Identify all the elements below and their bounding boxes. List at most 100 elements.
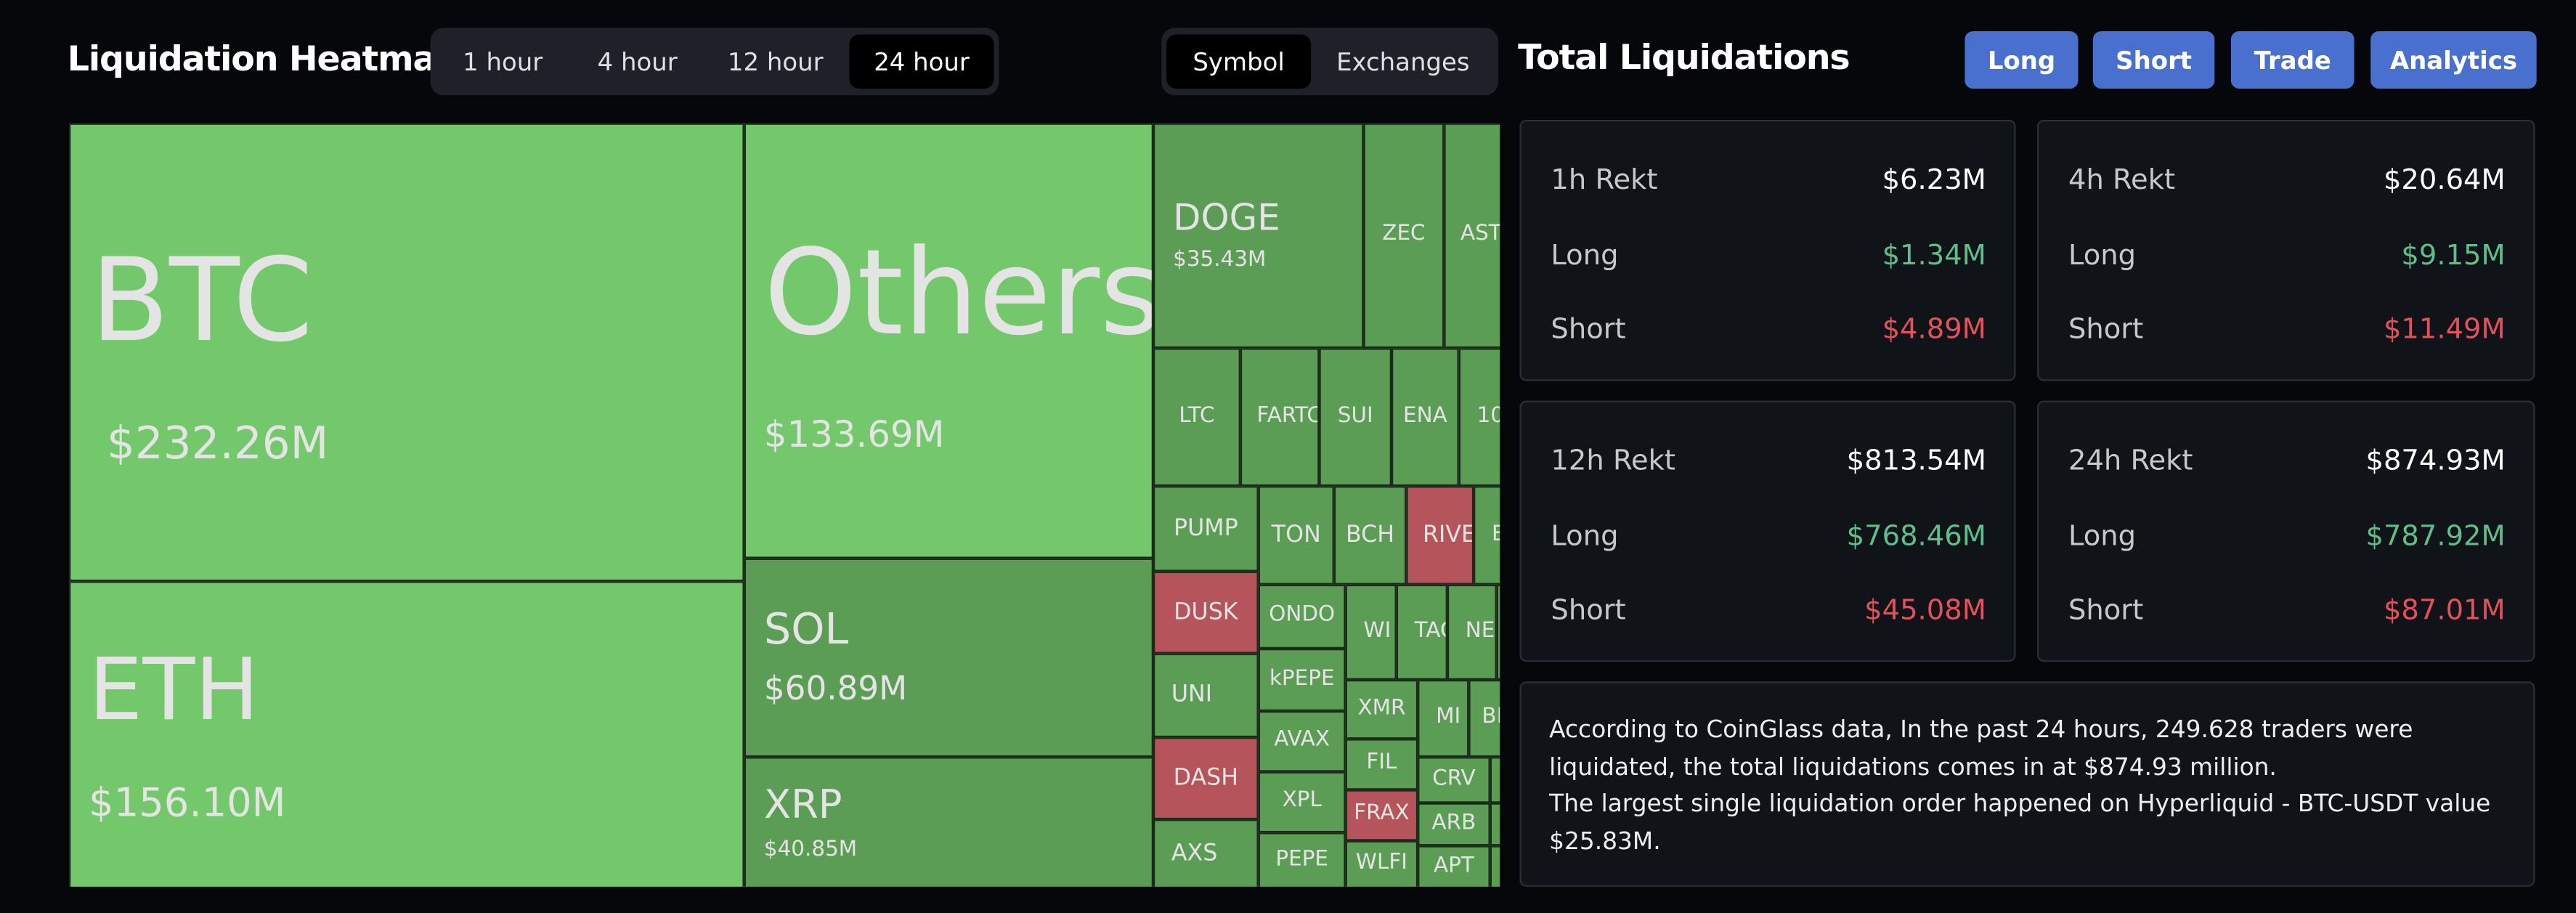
heatmap-tile[interactable]: XRP $40.85M xyxy=(744,757,1153,887)
tile-sliver xyxy=(1490,757,1500,803)
heatmap-tile[interactable]: NE xyxy=(1447,584,1497,680)
heatmap-tile[interactable]: ONDO xyxy=(1258,584,1346,649)
view-tab[interactable]: Symbol xyxy=(1166,34,1312,89)
card-row: Long $9.15M xyxy=(2068,240,2506,272)
row-label: Short xyxy=(2068,313,2144,347)
row-value: $1.34M xyxy=(1882,240,1986,273)
heatmap-tile[interactable]: SOL $60.89M xyxy=(744,558,1153,758)
tile-name: DOGE xyxy=(1173,198,1280,240)
tile-name: SUI xyxy=(1337,403,1373,429)
stat-card: 24h Rekt $874.93M Long $787.92M Short $87.01M xyxy=(2037,400,2535,662)
summary-box: According to CoinGlass data, In the past… xyxy=(1519,681,2535,887)
heatmap-tile[interactable]: FIL xyxy=(1345,739,1418,790)
heatmap-tile[interactable]: TON xyxy=(1258,486,1334,585)
heatmap-tile[interactable]: UNI xyxy=(1153,653,1259,738)
heatmap-tile[interactable]: DASH xyxy=(1153,737,1259,820)
tile-value: $133.69M xyxy=(763,415,945,456)
heatmap-tile[interactable]: RIVE xyxy=(1406,486,1474,585)
heatmap-tile[interactable]: PUMP xyxy=(1153,486,1259,572)
heatmap-tile[interactable]: WLFI xyxy=(1345,840,1418,887)
heatmap-tile[interactable]: PEPE xyxy=(1258,832,1346,887)
tile-name: ETH xyxy=(89,641,259,741)
heatmap-tile[interactable]: Others $133.69M xyxy=(744,123,1153,559)
tile-name: DUSK xyxy=(1174,599,1238,626)
tile-name: SOL xyxy=(763,605,849,655)
heatmap-tile[interactable]: BTC $232.26M xyxy=(69,123,744,582)
heatmap-tile[interactable]: TAC xyxy=(1396,584,1447,680)
heatmap-tile[interactable]: AST xyxy=(1444,123,1500,349)
stat-card: 12h Rekt $813.54M Long $768.46M Short $45.08M xyxy=(1519,400,2016,662)
heatmap-tile[interactable]: WI xyxy=(1345,584,1397,680)
heatmap-tile[interactable]: E xyxy=(1474,486,1500,585)
heatmap-title: Liquidation Heatmap xyxy=(67,39,460,79)
heatmap-tile[interactable]: XPL xyxy=(1258,771,1346,833)
card-title: 12h Rekt xyxy=(1551,445,1675,478)
heatmap-tile[interactable]: ETH $156.10M xyxy=(69,581,744,887)
heatmap-tile[interactable]: MI xyxy=(1418,679,1469,758)
heatmap-tile[interactable]: 10 xyxy=(1458,348,1500,487)
heatmap-tile[interactable]: DOGE $35.43M xyxy=(1153,123,1364,349)
tile-name: UNI xyxy=(1171,682,1213,709)
action-button[interactable]: Short xyxy=(2092,31,2215,89)
card-row: Short $4.89M xyxy=(1551,314,1986,346)
tile-name: AST xyxy=(1460,222,1500,247)
card-row: Short $87.01M xyxy=(2068,594,2506,627)
heatmap-tile[interactable]: AVAX xyxy=(1258,710,1346,772)
tile-name: AXS xyxy=(1171,840,1218,867)
heatmap-tile[interactable]: ENA xyxy=(1391,348,1459,487)
heatmap-tile[interactable]: AXS xyxy=(1153,819,1259,887)
row-value: $11.49M xyxy=(2383,313,2506,347)
tile-name: TAC xyxy=(1414,618,1446,644)
action-button[interactable]: Trade xyxy=(2230,31,2354,89)
summary-line: The largest single liquidation order hap… xyxy=(1549,791,2491,855)
tile-name: BCH xyxy=(1346,522,1395,549)
tile-name: FARTC xyxy=(1256,403,1320,429)
heatmap-tile[interactable]: ZEC xyxy=(1363,123,1445,349)
card-row: Short $11.49M xyxy=(2068,314,2506,346)
heatmap-tile[interactable]: SUI xyxy=(1319,348,1391,487)
tile-name: ONDO xyxy=(1269,602,1336,628)
heatmap-tile[interactable]: APT xyxy=(1418,845,1490,887)
time-tabs: 1 hour 4 hour 12 hour 24 hour xyxy=(430,28,999,96)
tile-value: $35.43M xyxy=(1173,248,1267,273)
time-tab[interactable]: 1 hour xyxy=(463,46,543,77)
tile-name: XPL xyxy=(1282,788,1322,813)
time-tab[interactable]: 12 hour xyxy=(727,46,824,77)
action-button[interactable]: Long xyxy=(1964,31,2079,89)
heatmap-tile[interactable]: LTC xyxy=(1153,348,1240,487)
row-label: Short xyxy=(2068,594,2144,628)
heatmap-tile[interactable]: BCH xyxy=(1333,486,1407,585)
heatmap-tile[interactable]: CRV xyxy=(1418,757,1490,803)
tile-name: XRP xyxy=(763,782,842,828)
row-value: $87.01M xyxy=(2383,594,2506,628)
stat-card: 1h Rekt $6.23M Long $1.34M Short $4.89M xyxy=(1519,120,2016,381)
row-label: Long xyxy=(2068,520,2137,553)
tile-name: LTC xyxy=(1179,403,1215,429)
row-value: $9.15M xyxy=(2401,240,2506,273)
heatmap-tile[interactable]: BI xyxy=(1468,679,1500,758)
card-row: Short $45.08M xyxy=(1551,594,1986,627)
heatmap-tile[interactable]: DUSK xyxy=(1153,571,1259,654)
row-value: $787.92M xyxy=(2365,520,2506,553)
view-tab[interactable]: Exchanges xyxy=(1336,46,1470,77)
panel-title: Total Liquidations xyxy=(1518,37,1850,78)
heatmap-tile[interactable]: ARB xyxy=(1418,803,1490,846)
tile-value: $232.26M xyxy=(107,418,329,470)
card-row: Long $1.34M xyxy=(1551,240,1986,272)
row-label: Long xyxy=(1551,520,1619,553)
card-total: $813.54M xyxy=(1846,445,1986,478)
time-tab[interactable]: 4 hour xyxy=(597,46,678,77)
tile-name: WLFI xyxy=(1355,851,1407,876)
tile-name: RIVE xyxy=(1422,522,1474,549)
card-total: $874.93M xyxy=(2365,445,2506,478)
heatmap-tile[interactable]: FARTC xyxy=(1240,348,1320,487)
heatmap-tile[interactable]: kPEPE xyxy=(1258,649,1346,711)
heatmap-tile[interactable]: FRAX xyxy=(1345,790,1418,841)
heatmap-tile[interactable]: XMR xyxy=(1345,679,1418,739)
action-button[interactable]: Analytics xyxy=(2370,31,2537,89)
time-tab[interactable]: 24 hour xyxy=(849,34,994,89)
tile-sliver xyxy=(1496,584,1500,680)
